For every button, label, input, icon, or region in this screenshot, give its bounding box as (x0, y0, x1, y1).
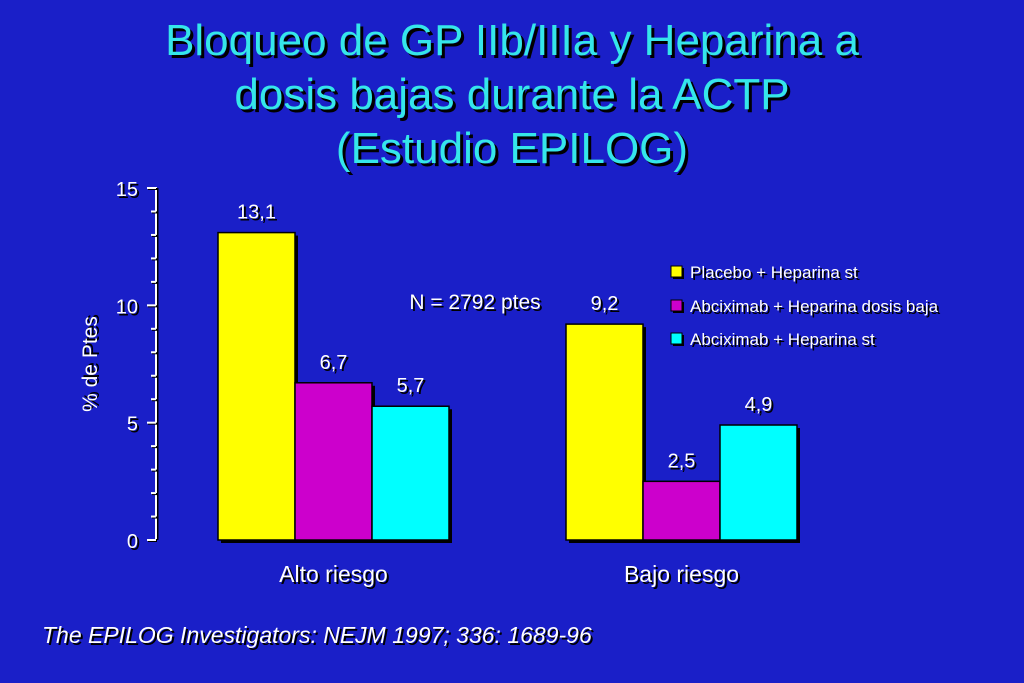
svg-text:15: 15 (116, 179, 138, 201)
bar (371, 405, 450, 541)
svg-text:10: 10 (116, 296, 138, 318)
legend-label: Abciximab + Heparina dosis bajaAbciximab… (690, 297, 941, 318)
svg-text:4,9: 4,9 (747, 396, 775, 418)
data-label: 4,94,9 (745, 394, 775, 418)
svg-text:10: 10 (118, 298, 140, 320)
legend-swatch (670, 299, 683, 312)
data-label: 13,113,1 (237, 202, 278, 226)
svg-text:6,7: 6,7 (320, 352, 348, 374)
svg-text:2,5: 2,5 (668, 450, 696, 472)
data-label: 9,29,2 (591, 293, 621, 317)
citation: The EPILOG Investigators: NEJM 1997; 336… (42, 622, 592, 648)
svg-text:Bajo riesgo: Bajo riesgo (626, 563, 741, 589)
svg-text:Alto riesgo: Alto riesgo (281, 563, 390, 589)
svg-text:5: 5 (129, 416, 140, 438)
svg-text:Placebo + Heparina st: Placebo + Heparina st (690, 263, 858, 282)
svg-text:Abciximab + Heparina st: Abciximab + Heparina st (692, 332, 877, 351)
bar (719, 424, 798, 541)
slide-title: Bloqueo de GP IIb/IIIa y Heparina a dosi… (0, 14, 1024, 176)
svg-text:% de Ptes: % de Ptes (79, 316, 102, 412)
svg-text:Placebo + Heparina st: Placebo + Heparina st (692, 265, 860, 284)
svg-text:Alto riesgo: Alto riesgo (279, 561, 388, 587)
data-label: 2,52,5 (668, 450, 698, 474)
svg-text:N = 2792 ptes: N = 2792 ptes (411, 293, 542, 316)
svg-text:5,7: 5,7 (397, 375, 425, 397)
svg-text:0: 0 (129, 533, 140, 555)
svg-text:0: 0 (127, 531, 138, 553)
svg-text:13,1: 13,1 (239, 204, 278, 226)
title-line-3: (Estudio EPILOG) (335, 124, 689, 173)
title-line-2: dosis bajas durante la ACTP (234, 70, 790, 119)
data-label: 6,76,7 (320, 352, 350, 376)
svg-text:% de Ptes: % de Ptes (81, 314, 104, 410)
legend-swatch (670, 332, 683, 345)
y-tick-label: 00 (127, 531, 140, 555)
title-line-1: Bloqueo de GP IIb/IIIa y Heparina a (165, 16, 859, 65)
svg-text:Abciximab + Heparina dosis baj: Abciximab + Heparina dosis baja (692, 299, 941, 318)
svg-text:N = 2792 ptes: N = 2792 ptes (409, 291, 540, 314)
bar (642, 480, 721, 541)
svg-text:13,1: 13,1 (237, 202, 276, 224)
svg-text:15: 15 (118, 181, 140, 203)
data-label: 5,75,7 (397, 375, 427, 399)
svg-text:5: 5 (127, 414, 138, 436)
svg-text:Abciximab + Heparina st: Abciximab + Heparina st (690, 330, 875, 349)
bar (294, 382, 373, 541)
svg-text:Bajo riesgo: Bajo riesgo (624, 561, 739, 587)
bar (565, 323, 644, 541)
svg-text:4,9: 4,9 (745, 394, 773, 416)
bar (217, 231, 296, 541)
y-tick-label: 55 (127, 414, 140, 438)
y-axis-label: % de Ptes% de Ptes (79, 314, 104, 412)
svg-text:5,7: 5,7 (399, 377, 427, 399)
svg-text:9,2: 9,2 (593, 295, 621, 317)
svg-text:2,5: 2,5 (670, 452, 698, 474)
svg-text:6,7: 6,7 (322, 354, 350, 376)
svg-text:Abciximab + Heparina dosis baj: Abciximab + Heparina dosis baja (690, 297, 939, 316)
legend-swatch (670, 265, 683, 278)
svg-text:9,2: 9,2 (591, 293, 619, 315)
